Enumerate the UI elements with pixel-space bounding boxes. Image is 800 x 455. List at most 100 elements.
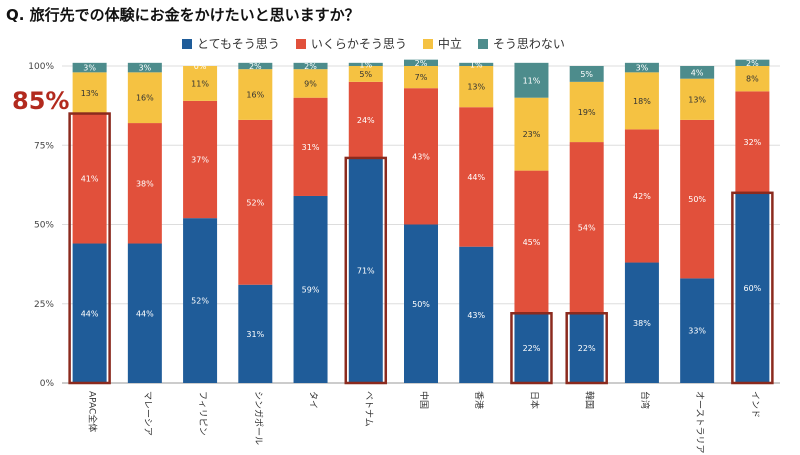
- y-tick-label: 75%: [34, 141, 54, 151]
- data-label: 59%: [302, 285, 320, 294]
- data-label: 43%: [467, 311, 485, 320]
- x-tick-label: 韓国: [584, 391, 595, 409]
- bar-segment: [569, 66, 604, 82]
- data-label: 3%: [83, 64, 96, 73]
- data-label: 33%: [688, 327, 706, 336]
- bar-segment: [404, 224, 438, 383]
- data-label: 7%: [415, 73, 428, 82]
- y-tick-label: 25%: [34, 300, 54, 310]
- legend-label-strongly-agree: とてもそう思う: [197, 37, 280, 51]
- data-label: 31%: [302, 143, 320, 152]
- data-label: 13%: [688, 95, 706, 104]
- bar-segment: [680, 78, 715, 120]
- y-tick-label: 50%: [34, 221, 54, 231]
- bar-segment: [459, 62, 494, 66]
- bar-segment: [569, 313, 604, 383]
- bar-segment: [183, 100, 218, 219]
- chart-legend: とてもそう思う いくらかそう思う 中立 そう思わない: [182, 35, 565, 52]
- highlight-box: [344, 156, 388, 385]
- bar-segment: [238, 284, 273, 383]
- bar-segment: [735, 192, 770, 383]
- bar-segment: [680, 66, 715, 79]
- legend-label-disagree: そう思わない: [492, 37, 565, 51]
- bar-segment: [735, 91, 770, 193]
- bar-segment: [514, 313, 549, 383]
- data-label: 54%: [578, 224, 596, 233]
- bar-segment: [459, 246, 494, 383]
- bar-segment: [293, 62, 328, 70]
- data-label: 60%: [743, 284, 761, 293]
- data-label: 4%: [691, 68, 704, 77]
- data-label: 44%: [467, 173, 485, 182]
- bar-segment: [72, 243, 107, 383]
- data-label: 13%: [467, 83, 485, 92]
- data-label: 41%: [81, 175, 99, 184]
- data-label: 52%: [246, 198, 264, 207]
- data-label: 16%: [136, 94, 154, 103]
- bar-segment: [293, 195, 328, 383]
- bar-segment: [514, 62, 549, 98]
- bar-segment: [293, 97, 328, 196]
- x-tick-label: 香港: [473, 391, 485, 409]
- legend-swatch-disagree: [477, 38, 488, 49]
- data-label: 3%: [636, 64, 649, 73]
- data-label: 24%: [357, 116, 375, 125]
- x-tick-label: シンガポール: [252, 391, 263, 445]
- bar-segment: [735, 66, 770, 92]
- bar-segment: [348, 66, 383, 82]
- bar-segment: [127, 62, 162, 73]
- bar-segment: [404, 66, 438, 89]
- data-label: 16%: [246, 91, 264, 100]
- y-tick-label: 100%: [28, 62, 54, 72]
- legend-label-somewhat-agree: いくらかそう思う: [310, 37, 407, 51]
- data-label: 9%: [304, 79, 317, 88]
- bar-segment: [183, 66, 218, 101]
- x-tick-label: APAC全体: [87, 391, 99, 432]
- legend-swatch-somewhat-agree: [295, 38, 306, 49]
- legend-swatch-neutral: [422, 38, 433, 49]
- legend-label-neutral: 中立: [437, 37, 462, 51]
- data-label: 71%: [357, 266, 375, 275]
- bar-segment: [514, 170, 549, 314]
- bar-segment: [127, 72, 162, 124]
- bar-segment: [459, 107, 494, 247]
- bar-segment: [459, 66, 494, 108]
- data-label: 22%: [523, 344, 541, 353]
- bar-segment: [624, 72, 659, 130]
- bar-segment: [569, 81, 604, 143]
- data-label: 11%: [191, 79, 209, 88]
- data-label: 42%: [633, 192, 651, 201]
- x-tick-label: インド: [749, 391, 759, 418]
- bar-segment: [348, 81, 383, 158]
- data-label: 32%: [743, 138, 761, 147]
- x-tick-label: 中国: [418, 391, 430, 409]
- highlight-box: [731, 191, 774, 385]
- data-label: 8%: [746, 75, 759, 84]
- data-label: 22%: [578, 344, 596, 353]
- data-label: 44%: [81, 309, 99, 318]
- bar-segment: [348, 62, 383, 66]
- x-tick-label: タイ: [308, 391, 319, 409]
- data-label: 50%: [412, 300, 430, 309]
- data-label: 38%: [136, 179, 154, 188]
- data-label: 37%: [191, 156, 209, 165]
- bar-segment: [514, 97, 549, 171]
- data-label: 18%: [633, 97, 651, 106]
- data-label: 2%: [415, 59, 428, 68]
- legend-item-somewhat-agree: いくらかそう思う: [295, 35, 407, 52]
- bar-segment: [238, 119, 273, 285]
- bar-segment: [238, 69, 273, 120]
- bar-segment: [293, 69, 328, 98]
- data-label: 2%: [304, 62, 317, 71]
- data-label: 3%: [138, 64, 151, 73]
- bar-segment: [348, 157, 383, 383]
- legend-item-strongly-agree: とてもそう思う: [182, 35, 280, 52]
- bar-segment: [680, 119, 715, 279]
- data-label: 11%: [523, 76, 541, 85]
- x-tick-label: 台湾: [639, 391, 651, 409]
- y-tick-label: 0%: [40, 379, 55, 389]
- data-label: 2%: [249, 62, 262, 71]
- data-label: 31%: [246, 330, 264, 339]
- data-label: 44%: [136, 309, 154, 318]
- legend-swatch-strongly-agree: [182, 38, 192, 49]
